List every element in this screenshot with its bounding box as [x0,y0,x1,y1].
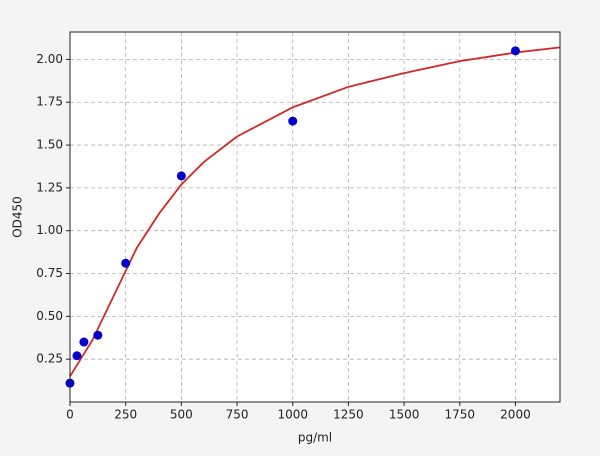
x-tick-label: 2000 [500,408,531,422]
x-tick-label: 1750 [444,408,475,422]
x-tick-label: 1250 [333,408,364,422]
y-tick-label: 0.25 [36,352,63,366]
data-point [93,330,103,340]
x-tick-label: 1500 [389,408,420,422]
data-point [510,46,520,56]
y-tick-label: 2.00 [36,52,63,66]
y-tick-label: 1.75 [36,95,63,109]
x-tick-label: 250 [114,408,137,422]
data-point [121,258,131,268]
y-tick-label: 1.50 [36,138,63,152]
data-point [176,171,186,181]
data-point [288,116,298,126]
x-tick-label: 500 [170,408,193,422]
y-tick-label: 0.75 [36,266,63,280]
x-tick-label: 750 [226,408,249,422]
plot-frame [69,31,561,403]
y-tick-label: 1.00 [36,223,63,237]
plot-area [70,32,560,402]
fit-curve [69,46,561,377]
y-tick-label: 1.25 [36,180,63,194]
y-axis-label: OD450 [11,196,25,238]
data-point [72,351,82,361]
x-axis-label: pg/ml [298,431,332,445]
x-tick-label: 1000 [277,408,308,422]
x-tick-label: 0 [66,408,74,422]
y-tick-label: 0.50 [36,309,63,323]
data-point [79,337,89,347]
